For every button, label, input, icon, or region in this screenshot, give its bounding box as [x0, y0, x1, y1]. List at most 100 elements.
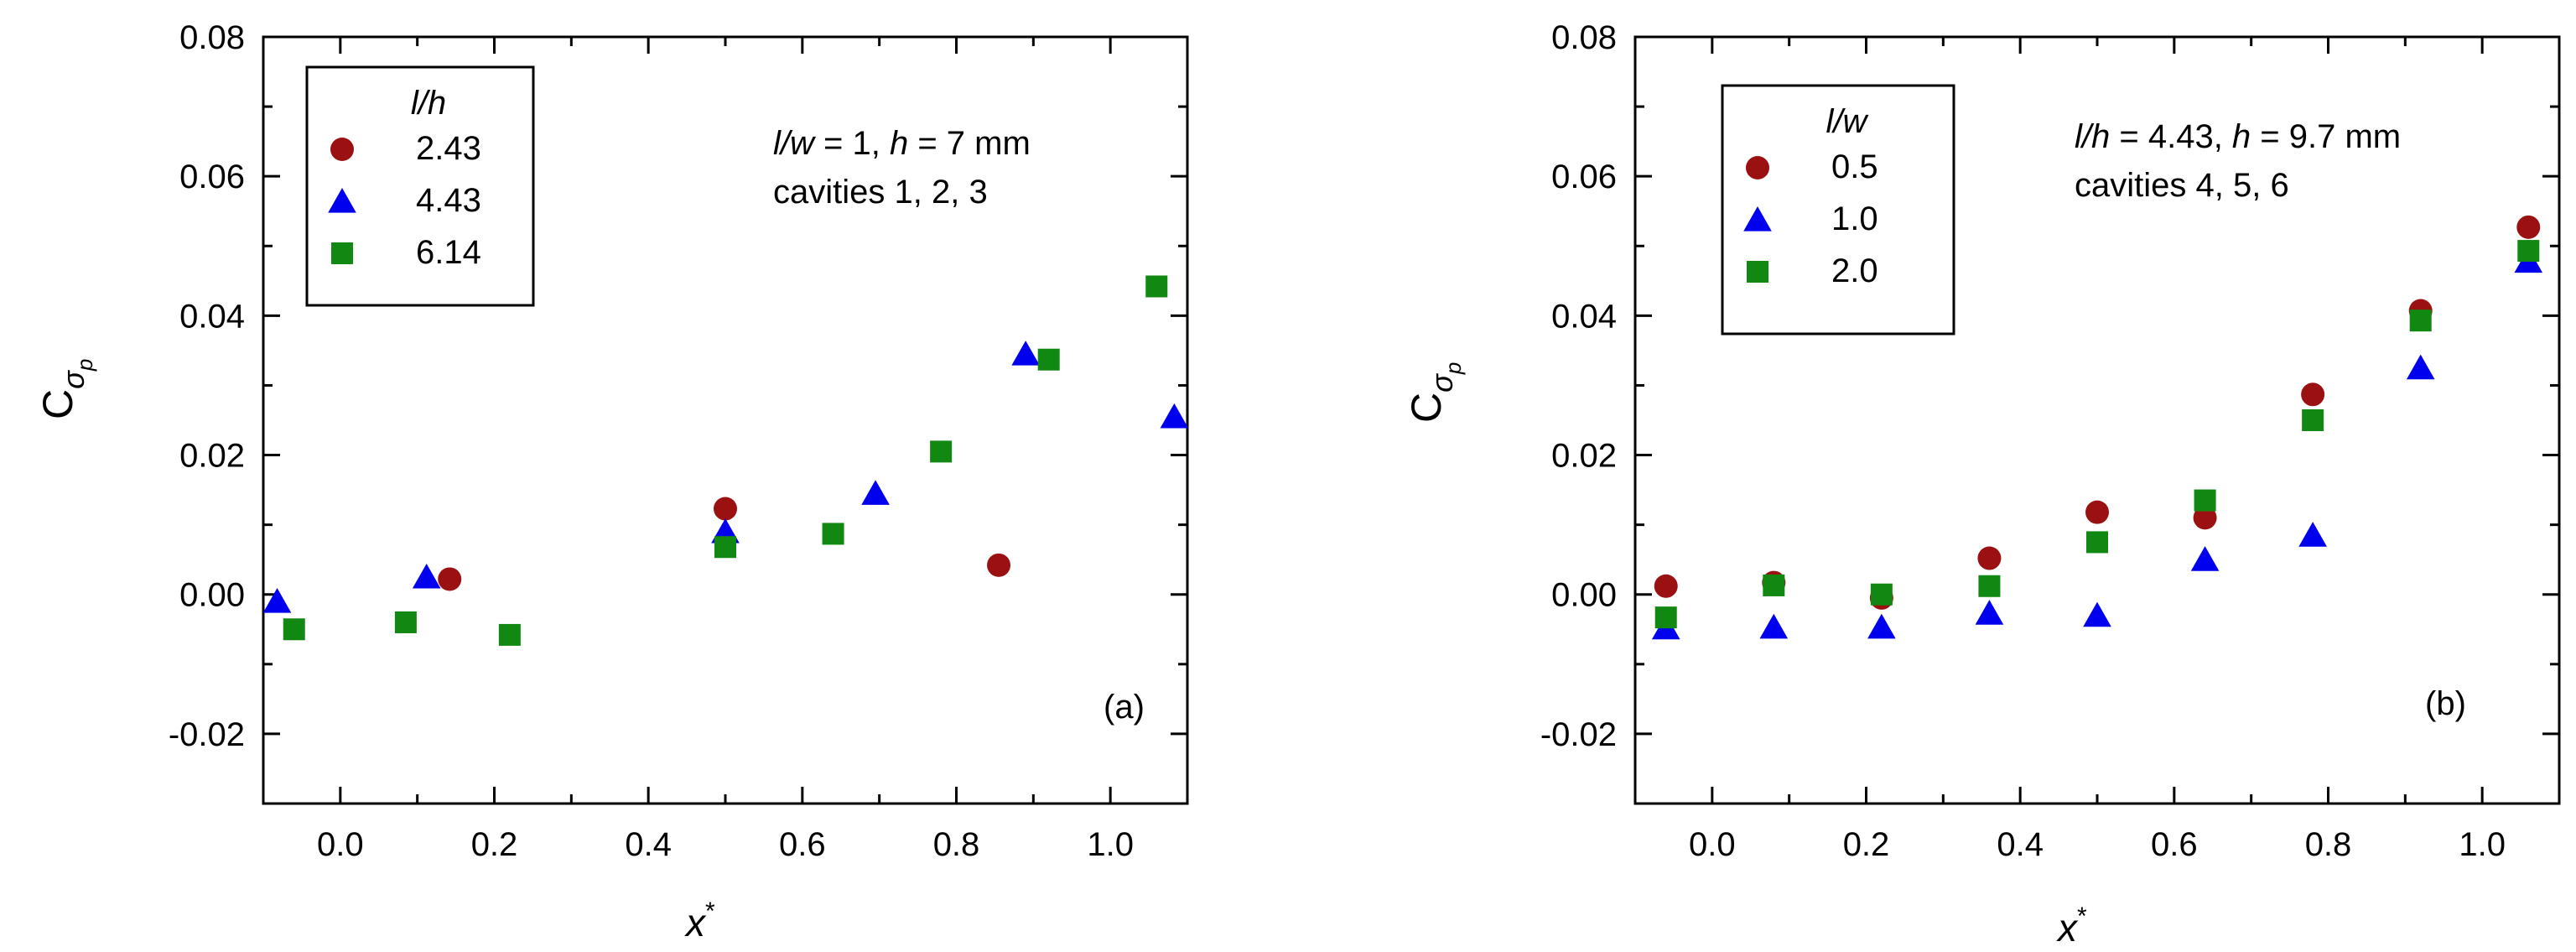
annotation-part: cavities 1, 2, 3: [773, 174, 988, 211]
chart-panel-b: 0.0 0.2 0.4 0.6 0.8 1.0 -0.02 0.00 0.02 0.04 0.06 0…: [1403, 19, 2561, 949]
y-tick-label: -0.02: [1540, 716, 1617, 753]
data-point-triangle: [861, 480, 890, 505]
legend-title: l/h: [411, 85, 446, 122]
y-tick-label: 0.08: [179, 19, 245, 56]
data-point-circle: [2193, 506, 2217, 530]
y-tick-label: 0.02: [1551, 438, 1617, 475]
data-point-square: [1654, 606, 1677, 629]
data-point-square: [498, 623, 521, 646]
data-point-triangle: [1975, 600, 2004, 625]
annotation-part: = 9.7 mm: [2251, 118, 2401, 155]
legend-marker-square: [331, 242, 353, 264]
annotation-part: h: [890, 125, 908, 162]
y-axis-label-main: C: [1403, 393, 1450, 423]
y-axis-label: Cσp: [34, 359, 97, 419]
data-point-circle: [1654, 574, 1678, 598]
y-tick-label: 0.00: [179, 577, 245, 614]
data-point-square: [714, 536, 736, 559]
x-axis-label: x*: [684, 897, 715, 944]
legend-entry: 2.43: [416, 130, 481, 167]
x-axis-label-main: x: [684, 901, 707, 944]
chart-panel-a: 0.0 0.2 0.4 0.6 0.8 1.0 -0.02 0.00 0.02 0.04 0.06 0…: [34, 19, 1189, 944]
legend-entry: 2.0: [1831, 252, 1878, 289]
legend-marker-circle: [1746, 156, 1769, 179]
x-axis-label-sup: *: [2077, 903, 2087, 930]
data-point-triangle: [412, 563, 441, 589]
data-point-square: [1978, 575, 2001, 597]
y-tick-label: 0.02: [179, 438, 245, 475]
x-tick-label: 0.0: [1689, 826, 1736, 863]
y-tick-label: 0.06: [179, 159, 245, 195]
legend-marker-triangle: [1743, 206, 1772, 231]
x-tick-label: 0.0: [317, 826, 364, 863]
annotation-part: h: [2232, 118, 2251, 155]
annotation-line: cavities 1, 2, 3: [773, 174, 988, 211]
data-point-circle: [1977, 546, 2002, 570]
x-tick-label: 1.0: [2459, 826, 2506, 863]
legend-marker-triangle: [328, 188, 356, 213]
data-point-square: [2517, 240, 2540, 263]
data-point-circle: [714, 497, 737, 521]
data-point-square: [2302, 409, 2324, 431]
annotation-part: = 7 mm: [908, 125, 1031, 162]
y-tick-label: 0.04: [179, 298, 245, 335]
legend-entry: 1.0: [1831, 200, 1878, 237]
y-tick-label: -0.02: [169, 716, 245, 753]
y-axis-label-subsub: p: [1441, 362, 1466, 375]
annotation-line: l/w = 1, h = 7 mm: [773, 125, 1031, 162]
panel-label: (b): [2425, 685, 2466, 722]
legend-title: l/w: [1826, 103, 1870, 140]
annotation-line: cavities 4, 5, 6: [2075, 167, 2289, 204]
data-point-triangle: [1011, 341, 1040, 366]
x-axis-label-sup: *: [705, 897, 715, 925]
data-point-square: [1145, 275, 1168, 298]
data-point-triangle: [1867, 613, 1896, 639]
data-point-triangle: [2298, 522, 2327, 547]
data-point-square: [1763, 574, 1785, 596]
y-axis-label-main: C: [34, 389, 81, 419]
legend-marker-square: [1747, 261, 1768, 283]
annotation-line: l/h = 4.43, h = 9.7 mm: [2075, 118, 2401, 155]
data-point-square: [822, 523, 844, 545]
y-tick-label: 0.04: [1551, 298, 1617, 335]
x-tick-label: 0.6: [2151, 826, 2198, 863]
legend-box: [1721, 84, 1955, 336]
legend-entry: 4.43: [416, 182, 481, 219]
x-axis-label: x*: [2056, 903, 2087, 949]
x-tick-label: 0.4: [625, 826, 672, 863]
legend-marker-circle: [330, 138, 354, 161]
y-axis-label-subsub: p: [72, 359, 97, 372]
y-tick-label: 0.00: [1551, 577, 1617, 614]
annotation-part: l/h: [2075, 118, 2110, 155]
y-axis-label: Cσp: [1403, 362, 1466, 423]
data-point-triangle: [2190, 546, 2220, 571]
y-tick-label: 0.08: [1551, 19, 1617, 56]
panel-label: (a): [1104, 689, 1145, 726]
legend-entry: 6.14: [416, 234, 481, 271]
data-point-square: [2086, 531, 2108, 554]
data-point-circle: [2516, 215, 2541, 239]
data-point-circle: [438, 567, 462, 591]
data-point-square: [2409, 310, 2432, 332]
annotation-part: cavities 4, 5, 6: [2075, 167, 2289, 204]
data-point-circle: [2085, 500, 2109, 524]
data-point-circle: [987, 553, 1011, 577]
x-tick-label: 0.6: [779, 826, 826, 863]
data-point-triangle: [2083, 601, 2111, 627]
x-tick-label: 0.2: [471, 826, 518, 863]
annotation-part: = 4.43,: [2110, 118, 2232, 155]
annotation-part: l/w: [773, 125, 817, 162]
data-point-triangle: [1160, 403, 1189, 429]
x-tick-label: 0.2: [1843, 826, 1890, 863]
data-point-triangle: [2406, 354, 2435, 380]
x-axis-label-main: x: [2056, 906, 2079, 949]
y-axis-label-sub: σ: [56, 370, 91, 389]
data-point-circle: [2301, 382, 2325, 407]
data-point-triangle: [1759, 613, 1789, 639]
legend-box: [305, 65, 535, 307]
x-tick-label: 0.8: [2305, 826, 2352, 863]
data-point-square: [2194, 489, 2216, 512]
data-point-square: [394, 611, 417, 633]
y-tick-label: 0.06: [1551, 159, 1617, 195]
